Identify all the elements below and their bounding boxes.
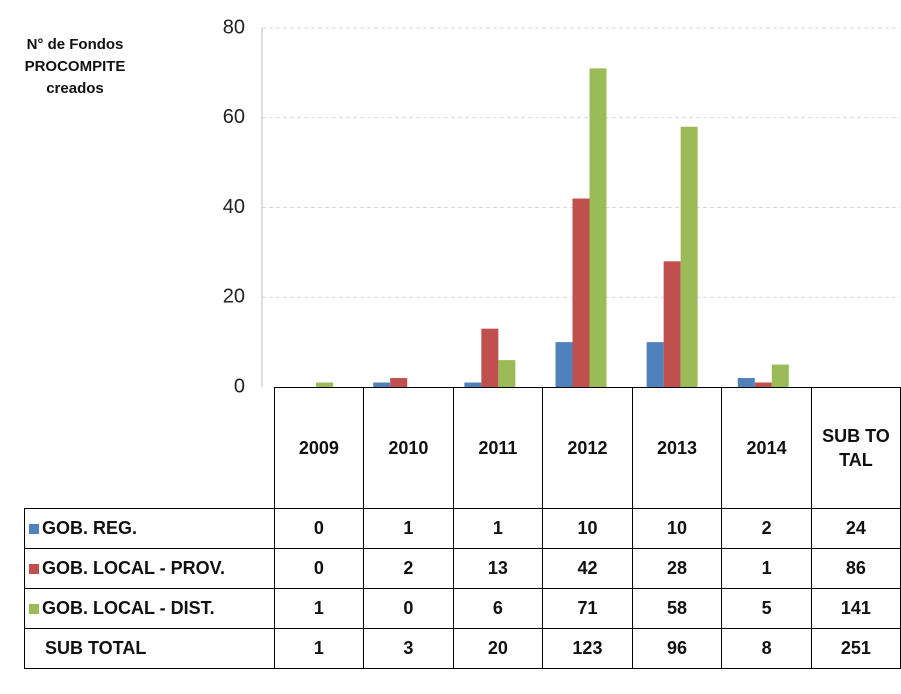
y-tick-label: 80 bbox=[223, 16, 245, 38]
table-value: 123 bbox=[542, 628, 633, 669]
bar bbox=[572, 198, 590, 387]
column-header: 2010 bbox=[363, 387, 454, 509]
legend-key bbox=[29, 604, 39, 614]
table-value: 2 bbox=[721, 508, 812, 549]
table-value: 1 bbox=[452, 508, 544, 549]
series-row: GOB. REG. 0 1 1 10 10 2 24 bbox=[24, 508, 901, 549]
series-row: GOB. LOCAL - DIST. 1 0 6 71 58 5 141 bbox=[24, 588, 901, 629]
bar bbox=[498, 360, 516, 387]
bar bbox=[771, 364, 789, 387]
y-tick-label: 0 bbox=[234, 375, 245, 397]
table-value: 96 bbox=[631, 628, 723, 669]
bar bbox=[737, 378, 755, 387]
table-value: 1 bbox=[721, 548, 812, 589]
table-value: 71 bbox=[542, 588, 633, 629]
table-total: 86 bbox=[810, 548, 901, 589]
bar bbox=[754, 382, 772, 387]
table-value: 10 bbox=[542, 508, 633, 549]
bar bbox=[680, 126, 698, 387]
y-tick-label: 60 bbox=[223, 106, 245, 128]
table-value: 58 bbox=[631, 588, 723, 629]
column-header: SUB TOTAL bbox=[810, 387, 901, 509]
legend-label: GOB. REG. bbox=[42, 518, 138, 538]
legend-label: GOB. LOCAL - DIST. bbox=[42, 598, 215, 618]
legend-label: GOB. LOCAL - PROV. bbox=[42, 558, 226, 578]
legend-key bbox=[29, 524, 39, 534]
table-value: 1 bbox=[273, 628, 365, 669]
y-tick-label: 40 bbox=[223, 196, 245, 218]
bar bbox=[373, 382, 391, 387]
table-value: 3 bbox=[363, 628, 454, 669]
table-total: 24 bbox=[810, 508, 901, 549]
bar bbox=[589, 68, 607, 387]
bar bbox=[481, 328, 499, 387]
table-value: 5 bbox=[721, 588, 812, 629]
table-value: 10 bbox=[631, 508, 723, 549]
column-header: 2014 bbox=[721, 387, 812, 509]
table-value: 1 bbox=[273, 588, 365, 629]
legend-entry: GOB. REG. bbox=[24, 508, 275, 549]
table-value: 1 bbox=[363, 508, 454, 549]
header-row: 2009 2010 2011 2012 2013 2014 SUB TOTAL bbox=[24, 387, 901, 509]
table-value: 13 bbox=[452, 548, 544, 589]
table-value: 20 bbox=[452, 628, 544, 669]
table-value: 0 bbox=[363, 588, 454, 629]
y-axis-title: N° de Fondos PROCOMPITE creados bbox=[24, 36, 126, 97]
legend-entry: GOB. LOCAL - DIST. bbox=[24, 588, 275, 629]
y-tick-label: 20 bbox=[223, 286, 245, 308]
bar bbox=[663, 261, 681, 387]
table-total: 141 bbox=[810, 588, 901, 629]
table-value: 6 bbox=[452, 588, 544, 629]
bar bbox=[555, 342, 573, 387]
table-value: 28 bbox=[631, 548, 723, 589]
table-value: 42 bbox=[542, 548, 633, 589]
corner-cell bbox=[24, 387, 275, 509]
subtotal-row: SUB TOTAL 1 3 20 123 96 8 251 bbox=[24, 628, 901, 669]
series-row: GOB. LOCAL - PROV. 0 2 13 42 28 1 86 bbox=[24, 548, 901, 589]
bar bbox=[464, 382, 482, 387]
bar bbox=[316, 382, 334, 387]
column-header: 2013 bbox=[631, 387, 723, 509]
table-total: 251 bbox=[810, 628, 901, 669]
table-value: 8 bbox=[721, 628, 812, 669]
column-header: 2012 bbox=[542, 387, 633, 509]
table-value: 2 bbox=[363, 548, 454, 589]
bar bbox=[646, 342, 664, 387]
legend-key bbox=[29, 564, 39, 574]
row-label: SUB TOTAL bbox=[24, 628, 275, 669]
legend-entry: GOB. LOCAL - PROV. bbox=[24, 548, 275, 589]
table-value: 0 bbox=[273, 508, 365, 549]
table-value: 0 bbox=[273, 548, 365, 589]
column-header: 2009 bbox=[273, 387, 365, 509]
data-table: 2009 2010 2011 2012 2013 2014 SUB TOTAL GOB. RE… bbox=[24, 387, 901, 669]
column-header: 2011 bbox=[452, 387, 544, 509]
bar bbox=[390, 378, 408, 387]
